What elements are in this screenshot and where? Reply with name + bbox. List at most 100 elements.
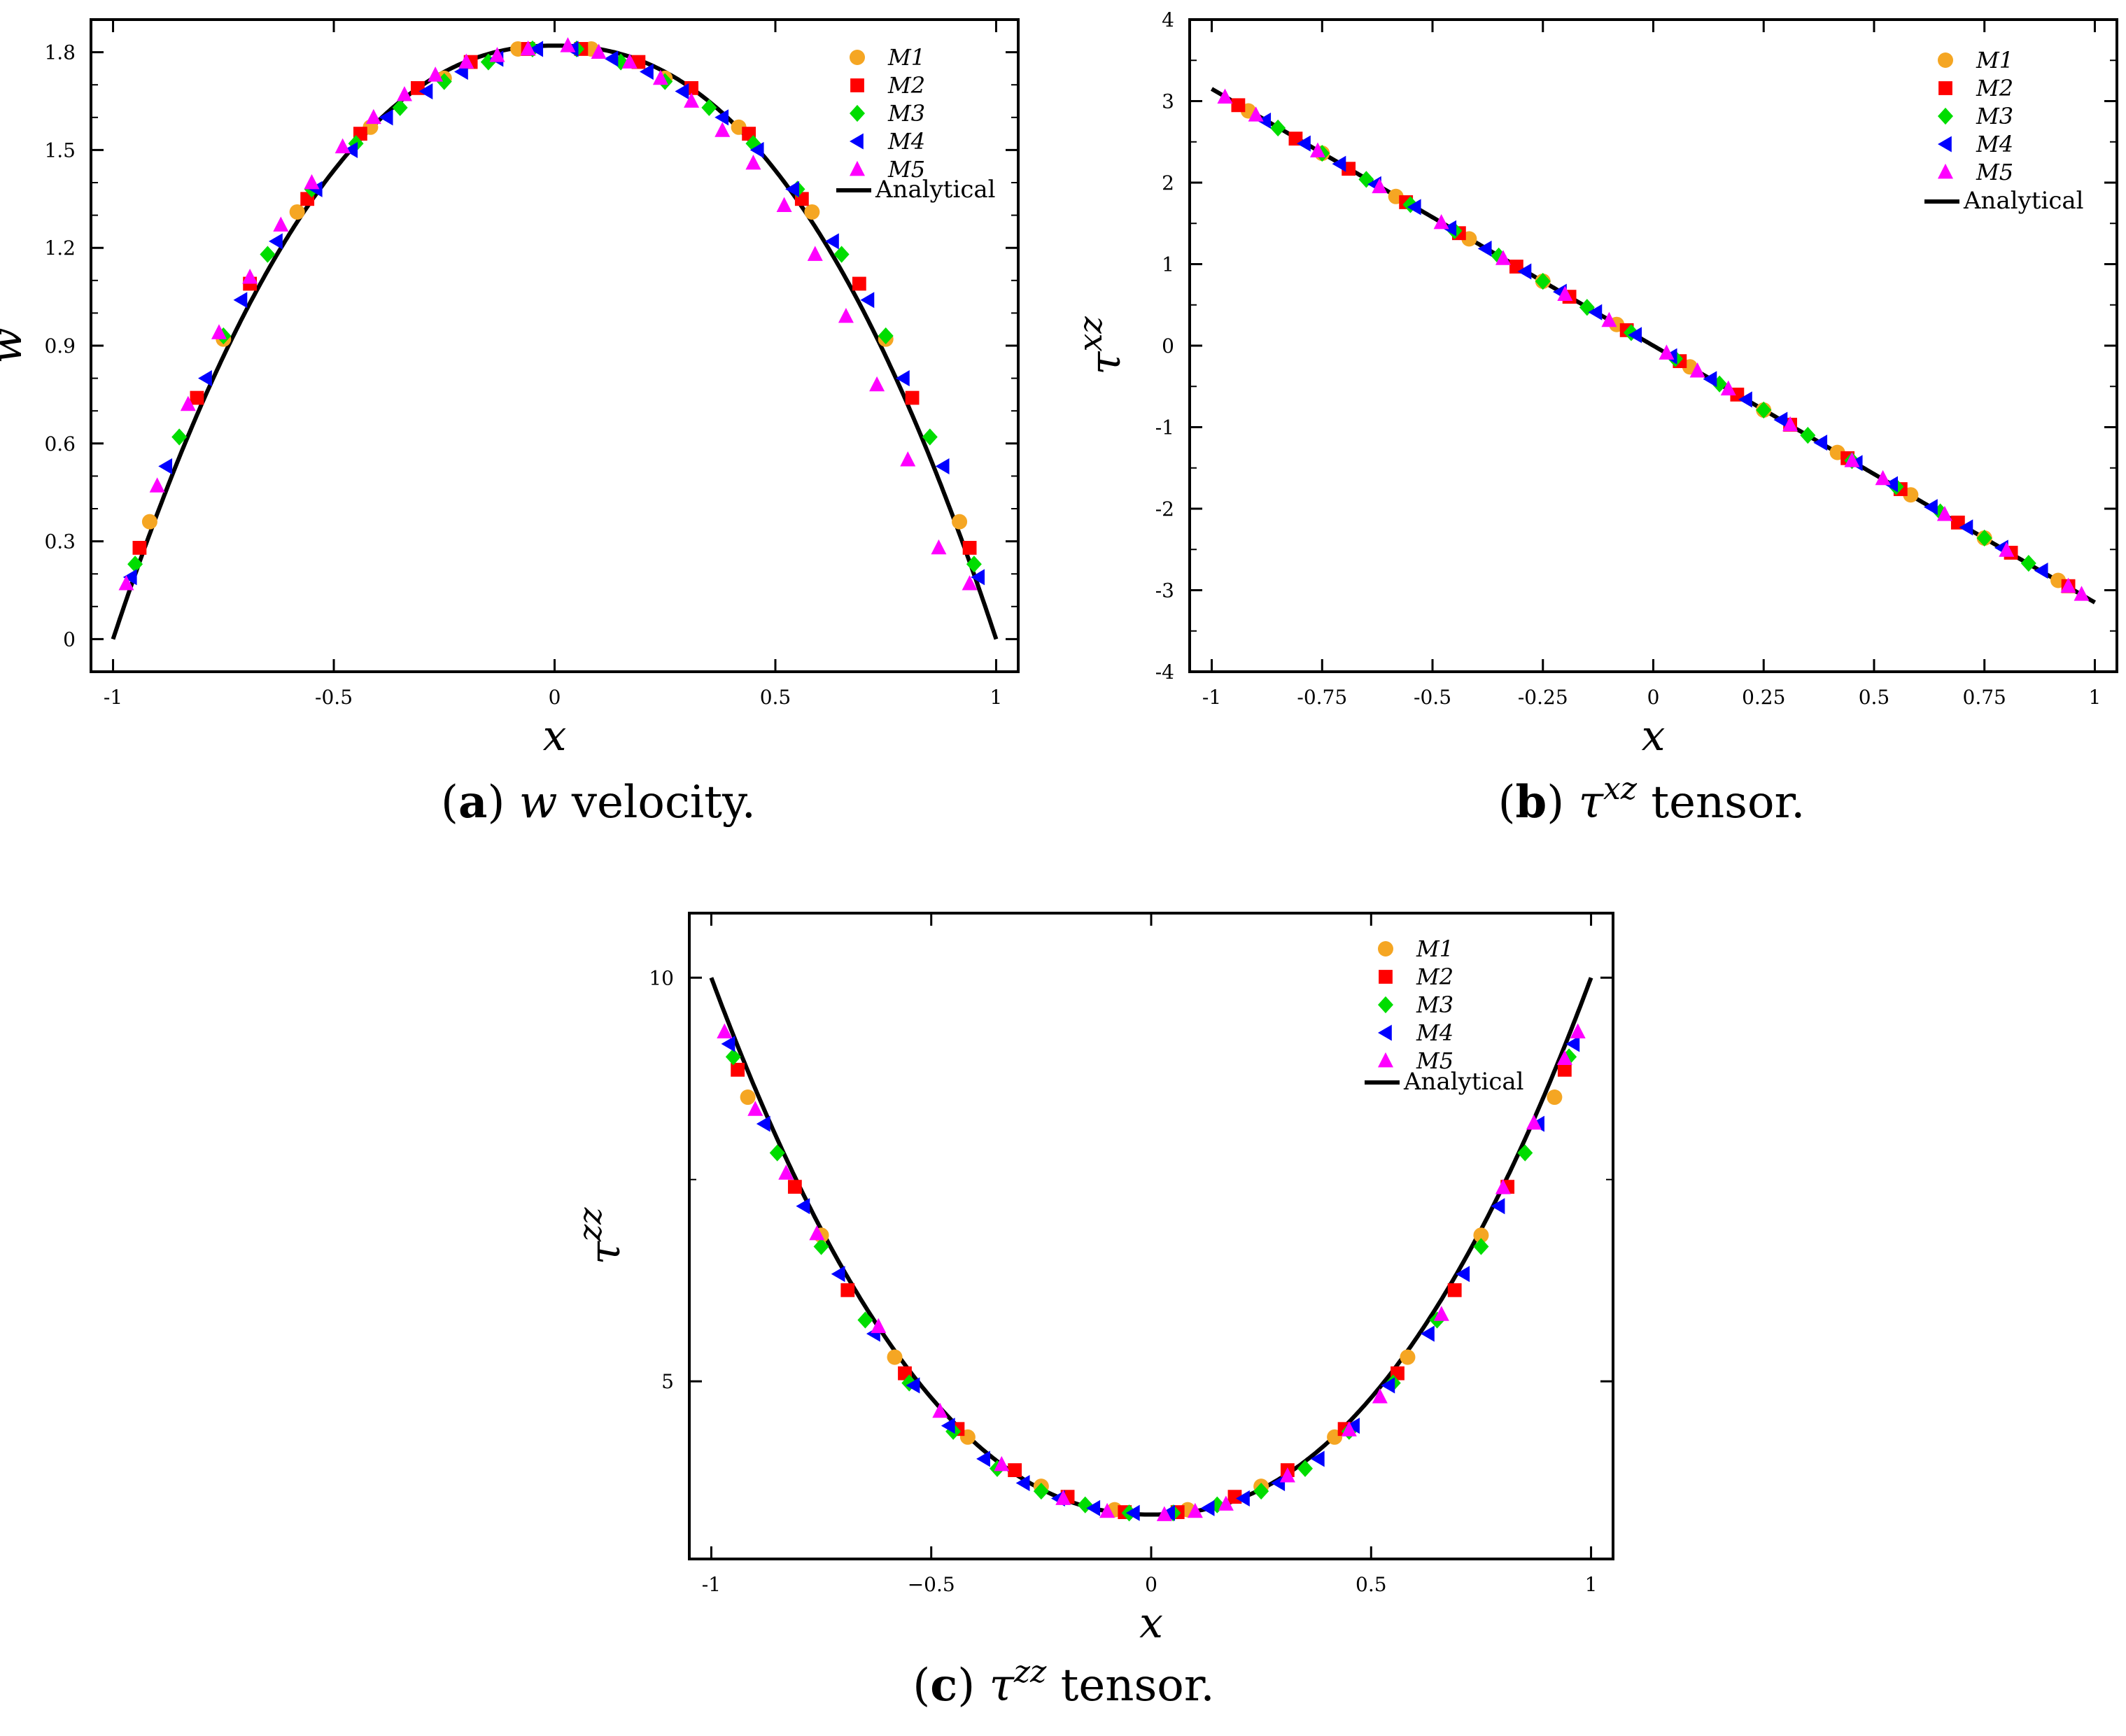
data-point-m1 <box>289 204 305 220</box>
data-point-m5 <box>962 575 978 591</box>
data-point-m3 <box>1297 1460 1313 1477</box>
y-tick-label: 0.3 <box>44 530 76 553</box>
data-point-m2 <box>1227 1490 1242 1504</box>
caption-rest: tensor. <box>1637 777 1805 828</box>
legend-label-m4: M4 <box>887 128 925 155</box>
legend-marker-m2 <box>1379 970 1393 984</box>
data-point-m5 <box>1495 1179 1511 1194</box>
caption-symbol: τ <box>1579 777 1605 828</box>
y-tick-label: 5 <box>661 1370 674 1393</box>
y-tick-label: -1 <box>1155 416 1174 439</box>
caption-paren: ( <box>441 777 458 828</box>
data-point-m2 <box>1950 515 1965 530</box>
x-tick-label: 0.5 <box>760 686 791 709</box>
data-point-m1 <box>804 204 820 220</box>
data-point-m4 <box>1442 220 1457 237</box>
legend-label-m1: M1 <box>1976 47 2013 73</box>
data-point-m3 <box>1270 119 1286 137</box>
data-point-m3 <box>171 428 188 446</box>
data-point-m4 <box>1588 304 1603 320</box>
legend-label-m5: M5 <box>1416 1047 1453 1074</box>
data-point-m5 <box>1372 178 1388 194</box>
data-point-m5 <box>1601 311 1617 327</box>
data-point-m4 <box>2034 562 2048 579</box>
data-point-m4 <box>1456 1266 1470 1283</box>
data-point-m4 <box>1421 1325 1435 1342</box>
legend-label-m2: M2 <box>1416 964 1453 990</box>
data-point-m4 <box>418 83 433 100</box>
data-point-m2 <box>905 390 920 405</box>
data-point-m1 <box>141 514 157 530</box>
caption-paren: ( <box>913 1660 930 1712</box>
data-point-m4 <box>675 83 689 100</box>
data-point-m5 <box>869 376 885 392</box>
x-tick-label: 1 <box>2089 686 2102 709</box>
data-point-m4 <box>1271 1474 1286 1492</box>
data-point-m3 <box>1358 171 1374 188</box>
data-point-m5 <box>180 395 196 411</box>
legend-label-m3: M3 <box>1416 992 1453 1018</box>
legend-marker-m5 <box>1378 1052 1393 1068</box>
legend-label-m2: M2 <box>1976 75 2013 101</box>
x-tick-label: 0.25 <box>1742 686 1785 709</box>
legend-label-m2: M2 <box>887 72 925 99</box>
legend-label-analytical: Analytical <box>875 176 996 204</box>
legend-marker-m2 <box>850 78 864 92</box>
analytical-curve <box>709 977 1593 1517</box>
data-point-m5 <box>591 43 607 59</box>
data-point-m3 <box>260 246 276 263</box>
y-tick-label: 0 <box>63 628 76 651</box>
data-point-m3 <box>1800 427 1816 444</box>
data-point-m4 <box>1517 263 1532 280</box>
y-tick-label: 0.6 <box>44 432 76 456</box>
data-point-m1 <box>740 1089 756 1106</box>
panel-c: -1 −0.5 0 0.5 1510xτzzM1M2M3M4M5Analytical(c… <box>571 912 1614 1712</box>
caption-rest: tensor. <box>1046 1660 1214 1712</box>
data-point-m5 <box>994 1455 1010 1472</box>
legend-marker-m3 <box>850 104 865 122</box>
data-point-m5 <box>2074 586 2090 601</box>
data-point-m5 <box>1217 88 1233 104</box>
caption-paren: ) <box>957 1660 989 1712</box>
legend-marker-m3 <box>1378 996 1393 1014</box>
y-tick-label: -4 <box>1155 661 1174 684</box>
x-tick-label: 0.75 <box>1963 686 2006 709</box>
data-point-m2 <box>1447 1283 1462 1297</box>
data-point-m4 <box>1477 240 1492 257</box>
x-tick-label: -0.25 <box>1518 686 1568 709</box>
data-point-m5 <box>1055 1490 1071 1505</box>
x-tick-label: -1 <box>104 686 122 709</box>
data-point-m3 <box>1976 529 1992 547</box>
figure-caption: (c) τzz tensor. <box>913 1654 1214 1712</box>
data-point-m4 <box>1773 411 1788 428</box>
data-point-m4 <box>1565 1036 1580 1052</box>
y-tick-label: -3 <box>1155 579 1174 602</box>
x-axis-label: x <box>543 712 567 761</box>
data-point-m4 <box>1407 199 1421 216</box>
data-point-m3 <box>1623 324 1639 341</box>
y-tick-label: 3 <box>1162 90 1174 113</box>
caption-label: a <box>458 776 487 828</box>
data-point-m5 <box>396 86 412 101</box>
data-point-m4 <box>714 109 729 126</box>
legend-marker-m1 <box>1938 52 1953 68</box>
y-tick-label: 2 <box>1162 171 1174 195</box>
data-point-m5 <box>1557 285 1573 301</box>
data-point-m5 <box>807 246 823 261</box>
data-point-m4 <box>976 1451 990 1467</box>
data-point-m3 <box>878 327 894 345</box>
data-point-m3 <box>769 1144 785 1162</box>
data-point-m1 <box>1473 1227 1489 1243</box>
data-point-m4 <box>831 1266 845 1283</box>
x-tick-label: -1 <box>1202 686 1221 709</box>
data-point-m3 <box>2020 554 2036 572</box>
y-axis-label-sup: xz <box>1071 316 1109 352</box>
data-point-m5 <box>2060 577 2076 593</box>
x-tick-label: 0.5 <box>1859 686 1890 709</box>
caption-sup: zz <box>1013 1654 1047 1690</box>
legend-marker-m4 <box>1938 136 1952 153</box>
data-point-m3 <box>1517 1144 1533 1162</box>
data-point-m5 <box>365 108 381 125</box>
data-point-m5 <box>118 575 134 591</box>
